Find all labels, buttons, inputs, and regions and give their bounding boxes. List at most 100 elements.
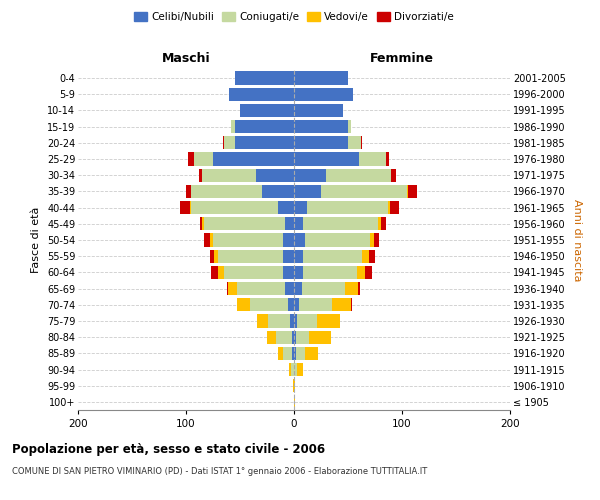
Bar <box>235 72 294 85</box>
Bar <box>294 136 348 149</box>
Bar <box>218 266 224 279</box>
Bar <box>240 104 294 117</box>
Bar <box>299 298 332 312</box>
Bar <box>213 152 294 166</box>
Bar <box>205 234 210 246</box>
Bar <box>294 72 348 85</box>
Bar <box>294 282 302 295</box>
Bar <box>297 363 302 376</box>
Bar <box>305 234 370 246</box>
Bar <box>202 217 205 230</box>
Bar <box>268 314 290 328</box>
Bar <box>297 314 317 328</box>
Bar <box>188 152 194 166</box>
Bar <box>210 250 214 263</box>
Bar <box>368 250 375 263</box>
Bar <box>213 234 283 246</box>
Bar <box>290 314 294 328</box>
Bar <box>378 217 382 230</box>
Bar <box>390 201 399 214</box>
Bar <box>283 234 294 246</box>
Bar <box>283 250 294 263</box>
Bar <box>227 282 228 295</box>
Bar <box>224 266 283 279</box>
Bar <box>278 346 283 360</box>
Bar <box>179 201 190 214</box>
Bar <box>309 330 331 344</box>
Bar <box>257 314 268 328</box>
Bar <box>267 330 275 344</box>
Bar <box>332 298 351 312</box>
Bar <box>286 282 294 295</box>
Bar <box>292 330 294 344</box>
Bar <box>294 201 307 214</box>
Bar <box>229 88 294 101</box>
Bar <box>302 217 378 230</box>
Bar <box>190 201 191 214</box>
Bar <box>210 234 213 246</box>
Bar <box>374 234 379 246</box>
Bar <box>205 217 286 230</box>
Bar <box>235 136 294 149</box>
Bar <box>194 152 213 166</box>
Bar <box>294 168 326 182</box>
Bar <box>321 185 407 198</box>
Legend: Celibi/Nubili, Coniugati/e, Vedovi/e, Divorziati/e: Celibi/Nubili, Coniugati/e, Vedovi/e, Di… <box>130 8 458 26</box>
Bar <box>294 234 305 246</box>
Bar <box>356 266 365 279</box>
Bar <box>358 282 360 295</box>
Bar <box>294 88 353 101</box>
Bar <box>186 185 191 198</box>
Bar <box>224 136 235 149</box>
Bar <box>214 250 218 263</box>
Bar <box>362 250 368 263</box>
Bar <box>294 298 299 312</box>
Bar <box>294 346 296 360</box>
Bar <box>307 201 388 214</box>
Text: Maschi: Maschi <box>161 52 211 65</box>
Y-axis label: Anni di nascita: Anni di nascita <box>572 198 583 281</box>
Bar <box>293 379 294 392</box>
Text: Femmine: Femmine <box>370 52 434 65</box>
Bar <box>386 152 389 166</box>
Bar <box>348 120 351 134</box>
Bar <box>294 250 302 263</box>
Bar <box>278 201 294 214</box>
Bar <box>348 136 361 149</box>
Bar <box>294 363 297 376</box>
Bar <box>250 298 287 312</box>
Bar <box>351 298 352 312</box>
Bar <box>326 168 391 182</box>
Bar <box>302 266 356 279</box>
Bar <box>237 282 286 295</box>
Text: Popolazione per età, sesso e stato civile - 2006: Popolazione per età, sesso e stato civil… <box>12 442 325 456</box>
Bar <box>237 298 250 312</box>
Bar <box>286 217 294 230</box>
Bar <box>294 104 343 117</box>
Bar <box>191 201 278 214</box>
Bar <box>302 250 362 263</box>
Bar <box>345 282 358 295</box>
Bar <box>294 152 359 166</box>
Bar <box>287 298 294 312</box>
Bar <box>407 185 409 198</box>
Bar <box>200 217 202 230</box>
Bar <box>359 152 386 166</box>
Bar <box>235 120 294 134</box>
Bar <box>191 185 262 198</box>
Bar <box>211 266 218 279</box>
Bar <box>199 168 202 182</box>
Bar <box>291 363 294 376</box>
Bar <box>391 168 395 182</box>
Bar <box>232 120 235 134</box>
Bar <box>388 201 390 214</box>
Bar <box>365 266 372 279</box>
Bar <box>370 234 374 246</box>
Bar <box>409 185 417 198</box>
Bar <box>296 346 305 360</box>
Bar <box>305 346 318 360</box>
Text: COMUNE DI SAN PIETRO VIMINARIO (PD) - Dati ISTAT 1° gennaio 2006 - Elaborazione : COMUNE DI SAN PIETRO VIMINARIO (PD) - Da… <box>12 468 427 476</box>
Bar <box>294 217 302 230</box>
Bar <box>294 330 296 344</box>
Bar <box>223 136 224 149</box>
